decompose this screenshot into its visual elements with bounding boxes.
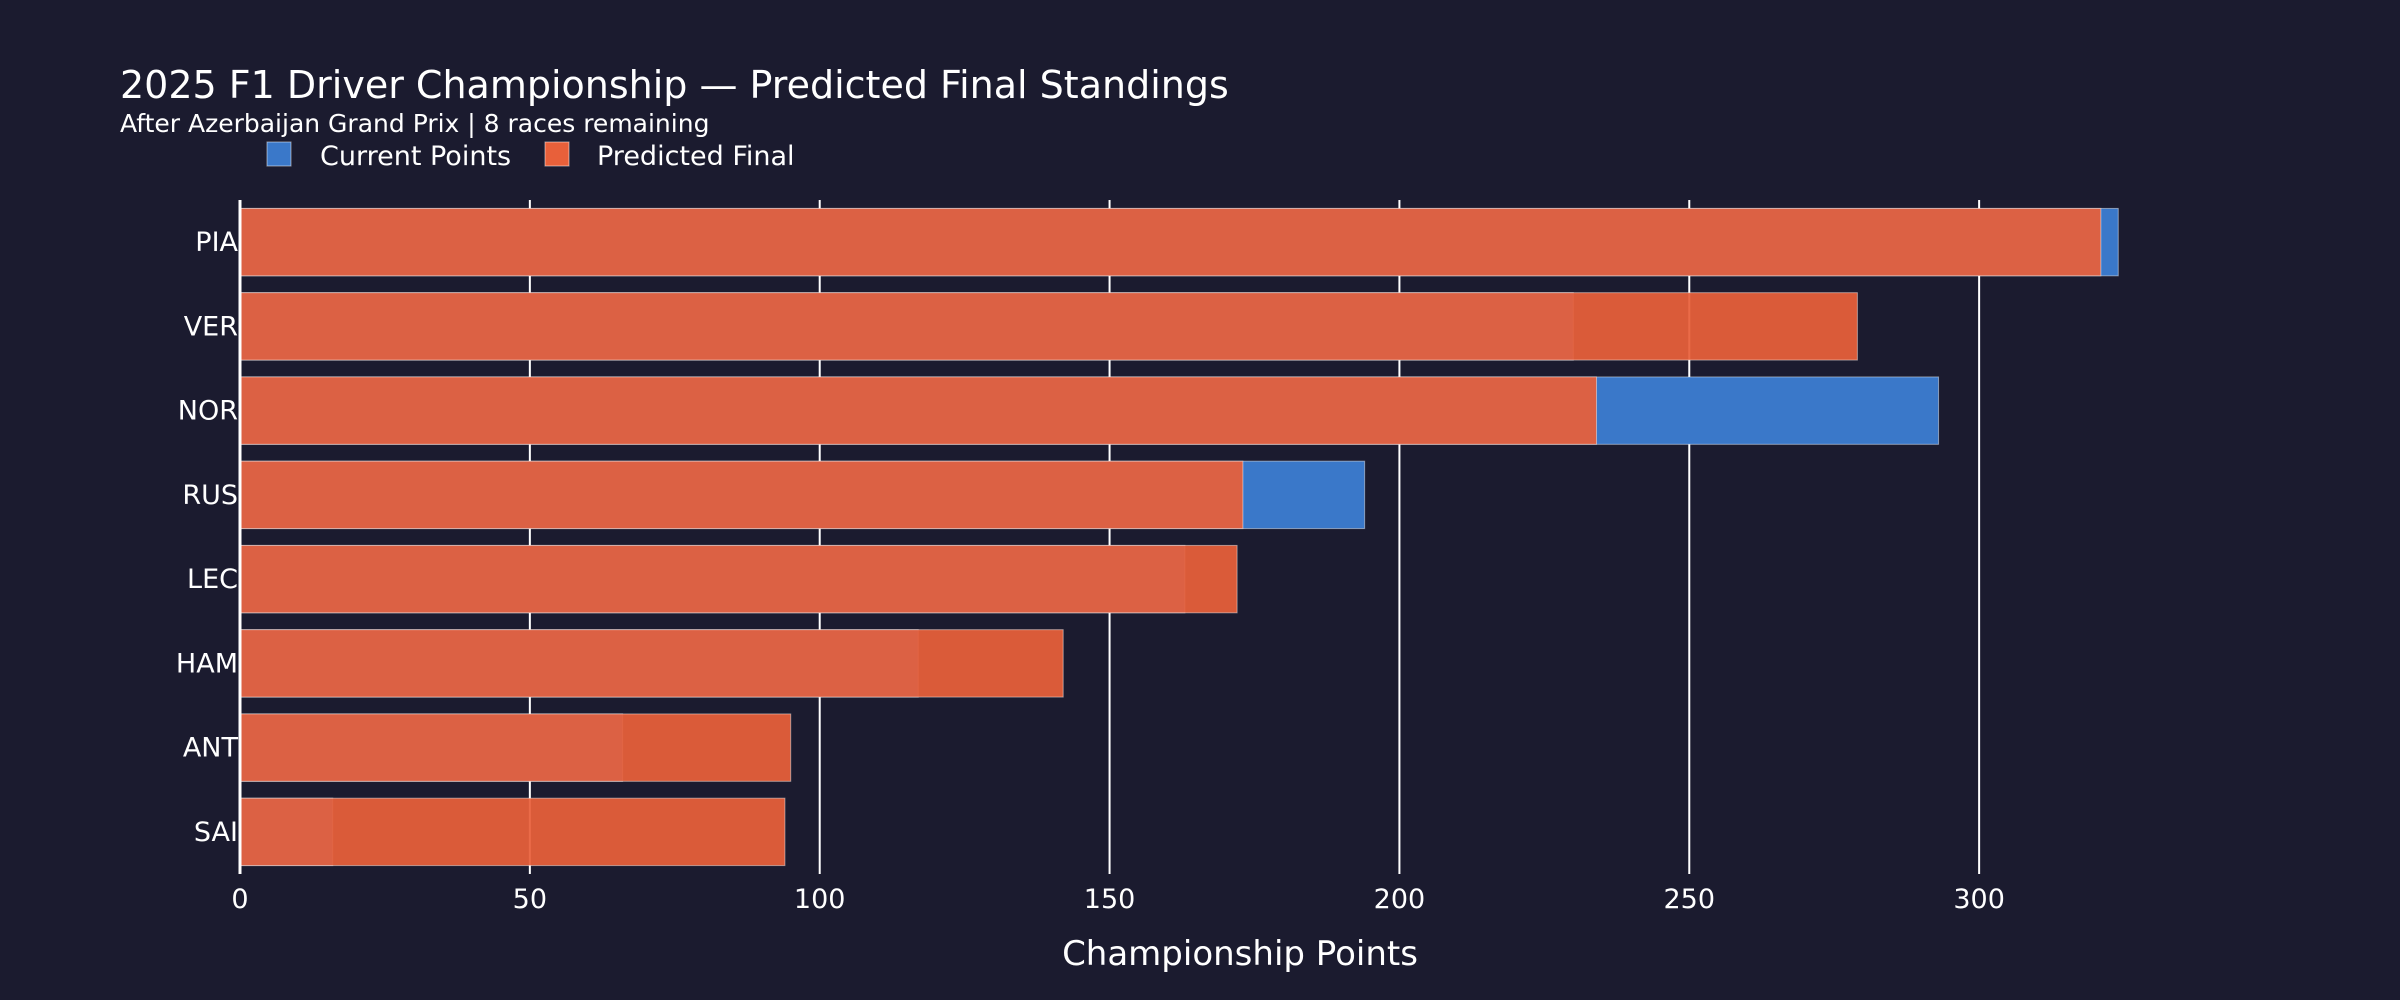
x-tick-label: 300 xyxy=(1953,884,2005,915)
legend-label-current-points: Current Points xyxy=(320,141,511,172)
chart-title: 2025 F1 Driver Championship — Predicted … xyxy=(120,63,1229,107)
chart-subtitle: After Azerbaijan Grand Prix | 8 races re… xyxy=(120,109,709,138)
y-tick-label: HAM xyxy=(176,648,238,679)
x-axis-tick-labels: 0 50 100 150 200 250 300 xyxy=(231,884,2004,915)
y-tick-label: PIA xyxy=(195,227,238,258)
x-tick-label: 0 xyxy=(231,884,248,915)
bar-predicted-final xyxy=(239,713,792,782)
x-axis-title: Championship Points xyxy=(1062,934,1418,974)
bars xyxy=(239,207,2119,867)
x-tick-label: 50 xyxy=(513,884,547,915)
y-tick-label: SAI xyxy=(194,817,238,848)
y-tick-label: NOR xyxy=(178,396,238,427)
legend: Current Points Predicted Final xyxy=(266,141,795,172)
x-tick-label: 150 xyxy=(1084,884,1136,915)
y-tick-label: RUS xyxy=(182,480,238,511)
bar-predicted-final xyxy=(239,629,1064,698)
y-tick-label: LEC xyxy=(187,564,238,595)
x-tick-label: 200 xyxy=(1374,884,1426,915)
bar-predicted-final xyxy=(239,292,1858,361)
legend-label-predicted-final: Predicted Final xyxy=(597,141,795,172)
bar-predicted-final xyxy=(239,544,1238,614)
y-tick-label: ANT xyxy=(183,733,239,764)
bar-predicted-final xyxy=(239,376,1598,445)
legend-swatch-predicted-final xyxy=(544,141,570,167)
y-axis-labels: PIA VER NOR RUS LEC HAM ANT SAI xyxy=(176,227,239,848)
x-tick-label: 250 xyxy=(1664,884,1716,915)
legend-swatch-current-points xyxy=(266,141,292,167)
x-tick-label: 100 xyxy=(794,884,846,915)
y-tick-label: VER xyxy=(184,311,238,342)
bar-predicted-final xyxy=(239,797,786,867)
bar-predicted-final xyxy=(239,460,1244,530)
bar-predicted-final xyxy=(239,207,2102,277)
